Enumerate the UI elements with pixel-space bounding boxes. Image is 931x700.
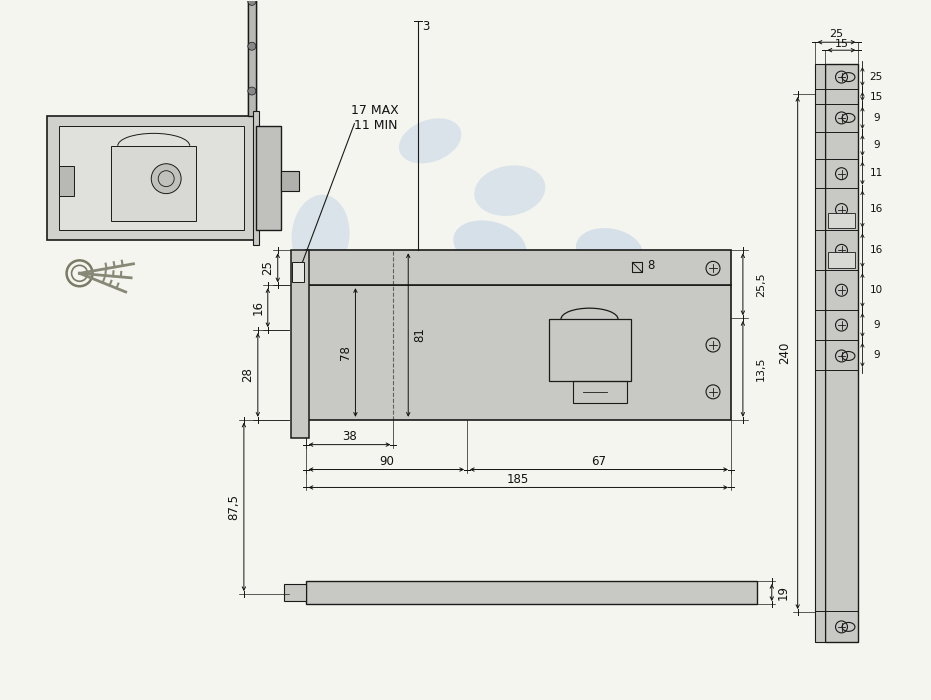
Circle shape (248, 87, 256, 95)
Text: 11 MIN: 11 MIN (354, 120, 398, 132)
Bar (248, 0, 256, 116)
Bar (573, 381, 627, 402)
Text: 10: 10 (870, 285, 883, 295)
Text: 38: 38 (342, 430, 357, 443)
Circle shape (248, 42, 256, 50)
Text: 78: 78 (339, 345, 352, 360)
Text: 240: 240 (778, 342, 791, 364)
Ellipse shape (398, 118, 462, 163)
Ellipse shape (291, 195, 349, 276)
Bar (632, 262, 642, 272)
Bar (815, 64, 825, 642)
Text: 13,5: 13,5 (756, 357, 766, 382)
Bar (47, 116, 256, 240)
Bar (548, 319, 631, 381)
Bar (112, 146, 196, 220)
Text: 15: 15 (870, 92, 883, 102)
Text: 3: 3 (423, 20, 430, 33)
Bar (248, 0, 256, 116)
Text: 9: 9 (873, 350, 880, 360)
Bar (291, 262, 304, 282)
Text: 25: 25 (830, 29, 843, 39)
Ellipse shape (311, 276, 400, 344)
Bar (825, 64, 858, 642)
Circle shape (151, 164, 182, 194)
Bar (828, 213, 856, 228)
Bar (253, 111, 259, 246)
Text: 90: 90 (379, 455, 394, 468)
Ellipse shape (474, 165, 546, 216)
Text: 16: 16 (870, 204, 883, 214)
Ellipse shape (453, 220, 527, 270)
Text: 185: 185 (507, 473, 530, 486)
Bar (305, 286, 731, 420)
Text: 9: 9 (873, 320, 880, 330)
Bar (828, 253, 856, 268)
Text: 19: 19 (776, 585, 789, 600)
Bar (59, 126, 244, 230)
Ellipse shape (531, 270, 588, 361)
Bar (281, 171, 299, 190)
Bar (305, 251, 731, 286)
Ellipse shape (411, 367, 459, 412)
Bar (290, 251, 308, 438)
Bar (305, 581, 757, 604)
Text: 9: 9 (873, 140, 880, 150)
Bar (284, 584, 305, 601)
Text: 67: 67 (591, 455, 606, 468)
Text: 15: 15 (834, 39, 848, 49)
Text: 25,5: 25,5 (756, 272, 766, 297)
Text: 9: 9 (873, 113, 880, 123)
Text: 28: 28 (241, 368, 254, 382)
Circle shape (248, 0, 256, 6)
Text: 16: 16 (251, 300, 264, 315)
Text: 16: 16 (870, 246, 883, 256)
Bar (256, 126, 281, 230)
Text: 25: 25 (262, 260, 275, 275)
Text: 11: 11 (870, 168, 883, 178)
Ellipse shape (576, 228, 643, 273)
Text: 8: 8 (648, 259, 654, 272)
Text: 25: 25 (870, 71, 883, 82)
Text: 87,5: 87,5 (227, 494, 240, 520)
Text: 17 MAX: 17 MAX (352, 104, 399, 118)
Text: 81: 81 (413, 328, 426, 342)
Bar (59, 166, 74, 195)
